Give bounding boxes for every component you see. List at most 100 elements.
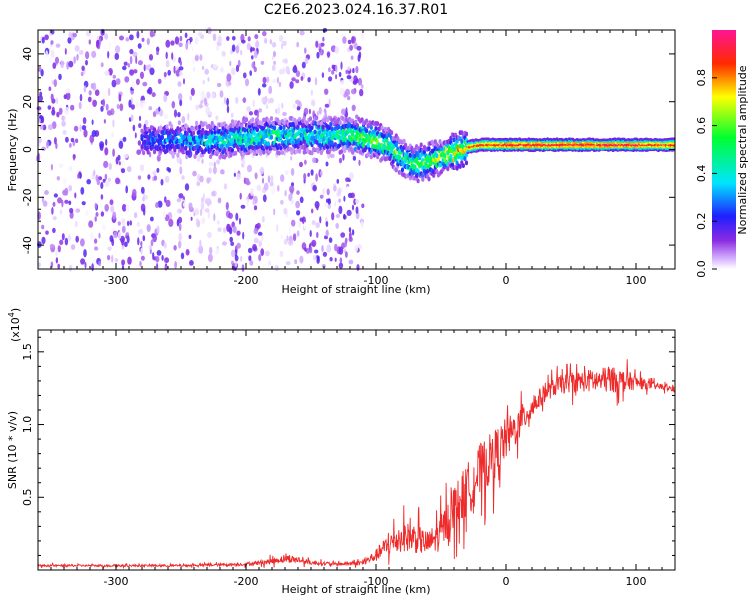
colorbar-tick-label: 0.6 [695, 117, 708, 135]
spectrogram-noise-point [37, 262, 41, 268]
spectrogram-noise-point [253, 205, 258, 211]
spectrogram-noise-point [207, 231, 212, 239]
snr-scale-exponent: 4 [7, 312, 16, 317]
spectrogram-ridge-point [280, 150, 284, 156]
spectrogram-noise-point [187, 112, 190, 121]
spectrogram-noise-point [81, 65, 85, 72]
spectrogram-noise-point [153, 175, 158, 181]
spectrogram-noise-point [231, 44, 236, 52]
spectrogram-noise-point [256, 222, 261, 229]
spectrogram-noise-point [150, 32, 156, 37]
spectrogram-ridge-point [337, 124, 341, 130]
spectrogram-noise-point [129, 48, 134, 55]
spectrogram-noise-point [189, 95, 193, 101]
spectrogram-noise-point [48, 86, 52, 92]
spectrogram-ridge-point [421, 177, 425, 182]
spectrogram-noise-point [140, 203, 146, 212]
snr-series-line [37, 359, 675, 570]
spectrogram-noise-point [358, 159, 361, 166]
spectrogram-x-tick-label: 100 [626, 274, 647, 287]
spectrogram-noise-point [335, 64, 338, 73]
spectrogram-noise-point [68, 234, 71, 242]
spectrogram-ridge-point [413, 147, 417, 153]
spectrogram-ridge-point [170, 123, 174, 129]
spectrogram-noise-point [80, 71, 84, 77]
spectrogram-noise-point [229, 212, 233, 219]
spectrogram-noise-point [272, 41, 277, 48]
spectrogram-noise-point [178, 66, 184, 71]
spectrogram-noise-point [356, 45, 362, 51]
spectrogram-ridge-point [329, 121, 333, 127]
spectrogram-ridge-point [241, 152, 245, 157]
spectrogram-noise-point [100, 181, 104, 190]
spectrogram-noise-point [50, 93, 54, 101]
spectrogram-noise-point [55, 250, 58, 257]
spectrogram-ridge-point [390, 130, 394, 136]
spectrogram-ridge-point [143, 139, 147, 145]
spectrogram-noise-point [201, 158, 204, 164]
spectrogram-noise-point [349, 172, 354, 180]
spectrogram-noise-point [226, 36, 230, 41]
spectrogram-ridge-point [229, 152, 233, 158]
spectrogram-noise-point [290, 167, 295, 176]
spectrogram-noise-point [322, 36, 325, 42]
spectrogram-noise-point [324, 88, 329, 95]
spectrogram-noise-point [265, 250, 270, 257]
spectrogram-noise-point [194, 55, 199, 62]
snr-x-tick-label: 0 [503, 575, 510, 588]
spectrogram-noise-point [351, 229, 355, 236]
spectrogram-ridge-point [404, 158, 408, 164]
spectrogram-noise-point [303, 221, 306, 230]
spectrogram-noise-point [121, 218, 126, 226]
spectrogram-ridge-point [416, 168, 420, 174]
spectrogram-noise-point [157, 78, 162, 85]
spectrogram-noise-point [42, 124, 47, 131]
spectrogram-noise-point [181, 116, 186, 124]
spectrogram-ridge-point [376, 121, 380, 127]
spectrogram-noise-point [108, 41, 112, 50]
spectrogram-noise-point [64, 199, 69, 204]
spectrogram-noise-point [198, 245, 204, 254]
spectrogram-noise-point [192, 66, 196, 72]
spectrogram-noise-point [103, 119, 106, 124]
spectrogram-noise-point [273, 50, 276, 58]
spectrogram-noise-point [37, 138, 42, 144]
spectrogram-noise-point [346, 209, 352, 216]
spectrogram-noise-point [87, 96, 92, 103]
spectrogram-ridge-point [210, 144, 214, 150]
spectrogram-noise-point [105, 103, 109, 111]
spectrogram-ridge-point [307, 134, 311, 139]
spectrogram-ridge-point [234, 119, 238, 125]
spectrogram-noise-point [267, 260, 272, 266]
spectrogram-noise-point [279, 35, 284, 43]
spectrogram-noise-point [334, 257, 337, 262]
spectrogram-noise-point [179, 60, 182, 67]
spectrogram-noise-point [352, 68, 355, 74]
spectrogram-noise-point [213, 213, 216, 222]
spectrogram-noise-point [281, 43, 284, 50]
spectrogram-noise-point [325, 229, 329, 237]
spectrogram-noise-point [132, 188, 137, 197]
spectrogram-noise-point [226, 97, 230, 107]
spectrogram-noise-point [37, 66, 42, 72]
spectrogram-noise-point [53, 79, 57, 88]
spectrogram-ridge-point [427, 176, 431, 182]
spectrogram-noise-point [333, 185, 337, 192]
spectrogram-ridge-point [366, 142, 370, 148]
spectrogram-ridge-point [148, 129, 152, 134]
spectrogram-noise-point [146, 38, 150, 45]
spectrogram-noise-point [41, 146, 46, 151]
spectrogram-noise-point [163, 114, 169, 119]
spectrogram-noise-point [181, 175, 185, 180]
spectrogram-noise-point [142, 81, 148, 87]
spectrogram-ridge-point [419, 142, 423, 148]
spectrogram-noise-point [296, 106, 301, 111]
spectrogram-noise-point [251, 55, 254, 60]
spectrogram-noise-point [216, 45, 220, 51]
spectrogram-noise-point [168, 218, 174, 227]
spectrogram-noise-point [299, 217, 304, 222]
spectrogram-noise-point [70, 244, 76, 250]
spectrogram-noise-point [78, 50, 84, 55]
spectrogram-noise-point [47, 105, 52, 110]
spectrogram-ridge-point [340, 149, 344, 154]
